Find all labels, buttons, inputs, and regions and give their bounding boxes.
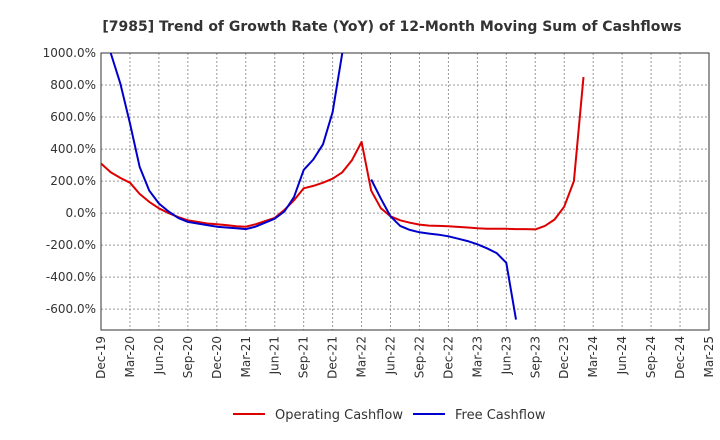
x-tick-label: Dec-22	[441, 336, 455, 379]
x-tick-label: Dec-24	[673, 336, 687, 379]
y-tick-label: 400.0%	[50, 142, 96, 156]
y-tick-label: -200.0%	[46, 238, 96, 252]
x-tick-label: Mar-20	[123, 336, 137, 377]
x-tick-label: Sep-22	[412, 336, 426, 378]
x-tick-label: Jun-22	[384, 336, 398, 375]
x-tick-label: Mar-23	[470, 336, 484, 377]
y-tick-label: -600.0%	[46, 302, 96, 316]
plot-area	[101, 53, 585, 320]
x-tick-label: Mar-25	[702, 336, 716, 377]
y-tick-label: 800.0%	[50, 78, 96, 92]
x-axis: Dec-19 Mar-20 Jun-20 Sep-20 Dec-20 Mar-21 Jun-…	[94, 336, 716, 379]
x-tick-label: Sep-21	[297, 336, 311, 378]
x-tick-label: Dec-19	[94, 336, 108, 379]
x-tick-label: Jun-21	[268, 336, 282, 375]
chart-title: [7985] Trend of Growth Rate (YoY) of 12-…	[102, 19, 681, 35]
plot-background	[101, 53, 709, 330]
y-axis: -600.0% -400.0% -200.0% 0.0% 200.0% 400.0% 600…	[43, 46, 96, 316]
x-tick-label: Mar-21	[239, 336, 253, 377]
x-tick-label: Jun-23	[499, 336, 513, 375]
grid	[100, 52, 710, 331]
x-tick-label: Sep-23	[528, 336, 542, 378]
x-tick-label: Dec-21	[326, 336, 340, 379]
y-tick-label: 1000.0%	[43, 46, 96, 60]
plot-frame	[100, 52, 710, 331]
legend-label-free-cashflow: Free Cashflow	[455, 408, 546, 423]
x-tick-label: Dec-23	[557, 336, 571, 379]
y-tick-label: 0.0%	[66, 206, 97, 220]
series-line-free-cashflow	[109, 53, 517, 320]
x-tick-label: Dec-20	[210, 336, 224, 379]
legend: Operating Cashflow Free Cashflow	[233, 408, 546, 423]
x-tick-label: Jun-20	[152, 336, 166, 375]
legend-label-operating-cashflow: Operating Cashflow	[275, 408, 403, 423]
y-tick-label: 200.0%	[50, 174, 96, 188]
x-tick-label: Mar-22	[355, 336, 369, 377]
x-tick-label: Jun-24	[615, 336, 629, 375]
y-tick-label: 600.0%	[50, 110, 96, 124]
x-tick-label: Mar-24	[586, 336, 600, 377]
x-tick-label: Sep-20	[181, 336, 195, 378]
y-tick-label: -400.0%	[46, 270, 96, 284]
x-tick-label: Sep-24	[644, 336, 658, 378]
